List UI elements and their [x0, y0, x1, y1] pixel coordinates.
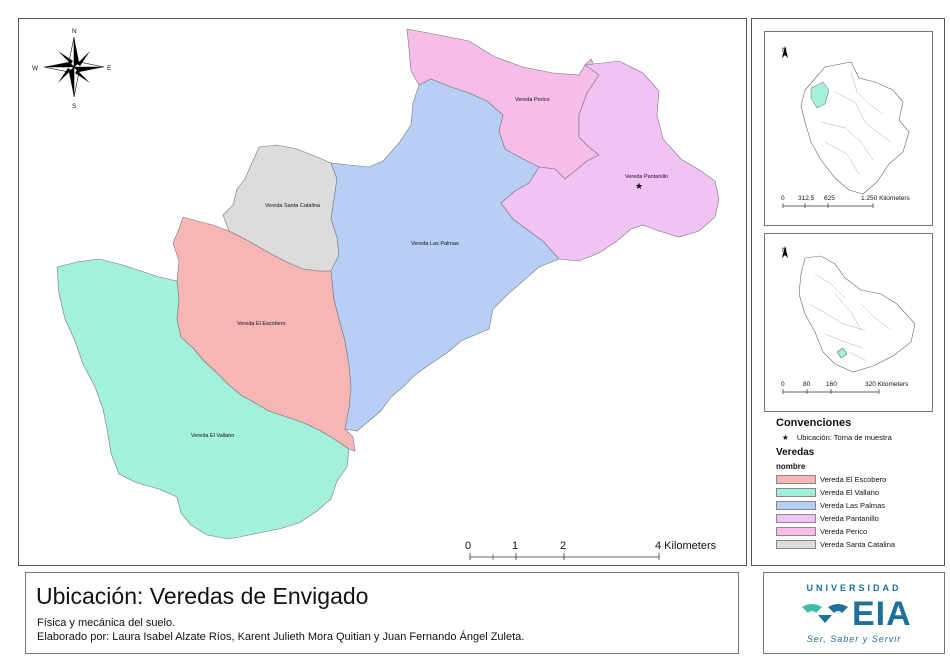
map-subtitle-authors: Elaborado por: Laura Isabel Alzate Ríos,…	[37, 631, 525, 643]
scale-bar: 0 1 2 4 Kilometers	[465, 540, 717, 560]
inset-antioquia-tick-3: 320 Kilometers	[865, 381, 909, 388]
inset-colombia-tick-3: 1.250 Kilometers	[861, 195, 911, 202]
legend-point-label: Ubicación: Toma de muestra	[796, 433, 892, 442]
label-vallano: Vereda El Vallano	[191, 433, 234, 439]
eia-logo-icon	[802, 604, 848, 623]
inset-colombia-map: N 0 312,5 625 1.250 Kilometers	[781, 46, 911, 208]
inset-antioquia-tick-2: 160	[826, 381, 837, 388]
inset-antioquia-tick-1: 80	[803, 381, 811, 388]
label-las-palmas: Vereda Las Palmas	[411, 241, 459, 247]
legend-point-row: ★ Ubicación: Toma de muestra	[782, 433, 892, 442]
inset-antioquia-tick-0: 0	[781, 381, 785, 388]
logo-eia-text: EIA	[852, 595, 912, 633]
legend-swatch	[776, 475, 816, 484]
north-arrow-icon	[782, 46, 788, 58]
legend-item: Vereda Santa Catalina	[776, 539, 895, 550]
legend-item-label: Vereda El Vallano	[820, 488, 880, 497]
legend-swatch	[776, 527, 816, 536]
legend-item: Vereda Las Palmas	[776, 500, 885, 511]
inset-colombia-tick-0: 0	[781, 195, 785, 202]
logo-tagline: Ser, Saber y Servir	[806, 634, 902, 644]
legend-item-label: Vereda El Escobero	[820, 475, 887, 484]
scale-tick-4: 4 Kilometers	[655, 540, 717, 552]
region-pantanillo[interactable]	[500, 60, 720, 262]
legend-veredas-title: Veredas	[776, 447, 815, 458]
label-santa-catalina: Vereda Santa Catalina	[265, 203, 321, 209]
legend-item: Vereda Perico	[776, 526, 867, 537]
legend-item-label: Vereda Perico	[820, 527, 868, 536]
legend-item-label: Vereda Las Palmas	[820, 501, 886, 510]
main-map: N S E W Vereda El Vallano Vereda El Esco…	[32, 28, 720, 560]
legend-swatch	[776, 540, 816, 549]
inset-colombia-tick-1: 312,5	[798, 195, 815, 202]
north-arrow-icon	[782, 246, 788, 258]
legend-item: Vereda El Vallano	[776, 487, 879, 498]
scale-tick-1: 1	[512, 540, 518, 552]
antioquia-highlight	[810, 81, 830, 109]
label-pantanillo: Vereda Pantanillo	[625, 174, 668, 180]
title-box: Ubicación: Veredas de Envigado Física y …	[25, 572, 739, 654]
inset-colombia: N 0 312,5 625 1.250 Kilometers	[764, 31, 933, 226]
map-subtitle-course: Física y mecánica del suelo.	[37, 617, 176, 629]
sample-location-star: ★	[635, 181, 643, 191]
colombia-outline	[800, 61, 910, 195]
inset-antioquia: N 0 80 160 320 Kilometers	[764, 233, 933, 412]
compass-e: E	[107, 65, 112, 72]
colombia-departments	[820, 71, 892, 175]
star-icon: ★	[782, 433, 789, 442]
map-title: Ubicación: Veredas de Envigado	[36, 583, 369, 609]
compass-w: W	[32, 65, 39, 72]
side-panel: N 0 312,5 625 1.250 Kilometers N	[751, 18, 945, 566]
legend-field-name: nombre	[776, 462, 806, 471]
scale-tick-2: 2	[560, 540, 566, 552]
legend-item-label: Vereda Pantanillo	[820, 514, 879, 523]
label-perico: Vereda Perico	[515, 97, 550, 103]
compass-rose-icon: N S E W	[32, 28, 112, 110]
legend-swatch	[776, 488, 816, 497]
inset-colombia-tick-2: 625	[824, 195, 835, 202]
label-escobero: Vereda El Escobero	[237, 321, 286, 327]
antioquia-municipalities	[808, 273, 892, 361]
antioquia-outline	[798, 255, 916, 373]
region-santa-catalina[interactable]	[222, 144, 340, 272]
compass-n: N	[72, 28, 77, 35]
legend-item-label: Vereda Santa Catalina	[820, 540, 896, 549]
main-map-frame: N S E W Vereda El Vallano Vereda El Esco…	[18, 18, 747, 566]
legend-swatch	[776, 501, 816, 510]
legend-item: Vereda El Escobero	[776, 474, 886, 485]
legend-conventions-title: Convenciones	[776, 417, 852, 429]
logo-university-text: UNIVERSIDAD	[806, 583, 902, 593]
envigado-highlight	[836, 347, 848, 359]
logo-box: UNIVERSIDAD EIA Ser, Saber y Servir	[763, 572, 945, 654]
inset-antioquia-map: N 0 80 160 320 Kilometers	[781, 246, 916, 394]
legend-swatch	[776, 514, 816, 523]
scale-tick-0: 0	[465, 540, 471, 552]
legend-item: Vereda Pantanillo	[776, 513, 879, 524]
compass-s: S	[72, 103, 77, 110]
